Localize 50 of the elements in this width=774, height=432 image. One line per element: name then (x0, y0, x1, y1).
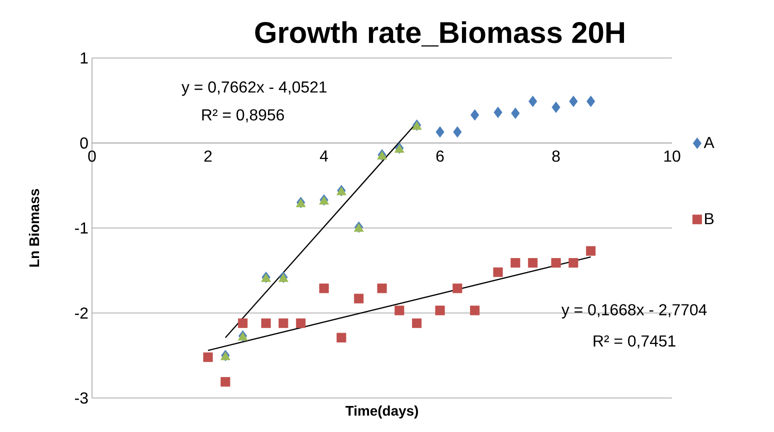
point (586, 96, 596, 108)
point (568, 258, 578, 268)
y-tick-label: -1 (75, 222, 88, 234)
point (203, 352, 213, 362)
point (278, 318, 288, 328)
annotation: R² = 0,8956 (202, 109, 284, 122)
y-tick-label: 0 (80, 137, 88, 149)
point (336, 332, 346, 342)
legend-label: B (705, 213, 714, 224)
annotation: R² = 0,7451 (594, 335, 676, 348)
x-axis-title: Time(days) (345, 406, 418, 419)
point (494, 106, 502, 118)
point (220, 377, 230, 387)
y-tick-label: 1 (80, 52, 88, 64)
point (394, 306, 404, 316)
point (569, 96, 578, 108)
legend-label: A (704, 136, 714, 148)
point (354, 294, 364, 304)
annotation: y = 0,7662x - 4,0521 (182, 81, 326, 96)
point (510, 258, 520, 268)
point (296, 318, 306, 328)
y-tick-label: -2 (75, 307, 88, 319)
point (586, 246, 596, 256)
point (551, 258, 561, 268)
point (470, 306, 480, 316)
chart-title: Growth rate_Biomass 20H (255, 21, 624, 47)
y-axis-title: Ln Biomass (28, 189, 40, 267)
x-tick-label: 6 (436, 150, 444, 162)
point (261, 318, 271, 328)
point (453, 126, 462, 138)
x-tick-label: 0 (88, 150, 96, 162)
point (552, 102, 560, 113)
point (528, 258, 538, 268)
annotation: y = 0,1668x - 2,7704 (561, 304, 707, 319)
x-tick-label: 10 (664, 150, 680, 162)
point (377, 284, 387, 294)
point (511, 108, 520, 119)
point (238, 318, 248, 328)
point (452, 284, 462, 294)
point (493, 267, 503, 277)
point (435, 306, 445, 316)
point (319, 284, 329, 294)
x-tick-label: 2 (204, 150, 212, 162)
point (412, 318, 422, 328)
point (470, 109, 480, 121)
point (436, 126, 444, 138)
x-tick-label: 4 (320, 150, 328, 162)
x-tick-label: 8 (552, 150, 560, 162)
y-tick-label: -3 (75, 392, 88, 404)
point (528, 96, 538, 108)
